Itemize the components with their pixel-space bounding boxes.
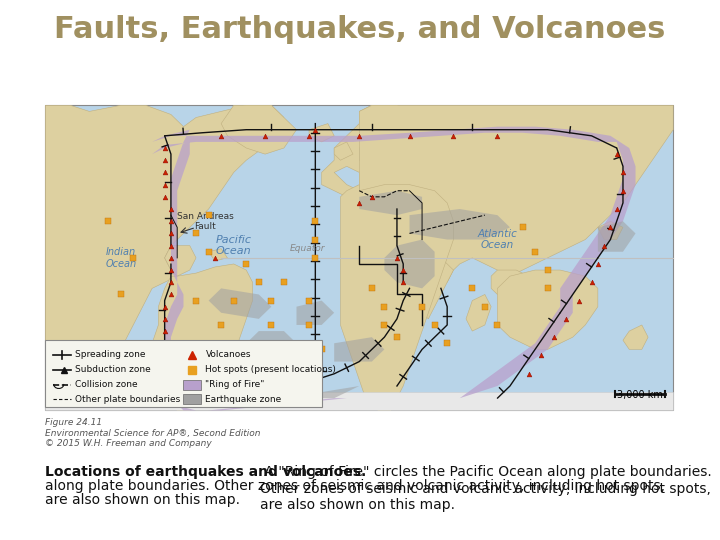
Polygon shape	[209, 249, 228, 261]
Polygon shape	[410, 258, 454, 319]
Text: Collision zone: Collision zone	[76, 380, 138, 389]
Bar	[184, 380, 202, 389]
Polygon shape	[309, 124, 334, 142]
Polygon shape	[623, 325, 648, 349]
Text: 3,000 km: 3,000 km	[617, 390, 663, 400]
Bar	[45, 340, 322, 407]
Text: Earthquake zone: Earthquake zone	[205, 395, 282, 404]
Polygon shape	[322, 105, 410, 197]
Polygon shape	[246, 331, 297, 349]
Text: Spreading zone: Spreading zone	[76, 350, 146, 359]
Polygon shape	[297, 301, 334, 325]
Text: Figure 24.11
Environmental Science for AP®, Second Edition
© 2015 W.H. Freeman a: Figure 24.11 Environmental Science for A…	[45, 418, 261, 448]
Polygon shape	[410, 209, 510, 240]
Text: Locations of earthquakes and volcanoes.: Locations of earthquakes and volcanoes.	[45, 465, 366, 480]
Bar	[184, 394, 202, 404]
Polygon shape	[359, 105, 673, 282]
Polygon shape	[221, 105, 297, 154]
Polygon shape	[45, 392, 673, 410]
Polygon shape	[152, 127, 636, 410]
Text: "Ring of Fire": "Ring of Fire"	[205, 380, 265, 389]
Polygon shape	[196, 386, 359, 398]
Polygon shape	[165, 246, 196, 276]
Text: Volcanoes: Volcanoes	[205, 350, 251, 359]
Polygon shape	[152, 264, 253, 410]
Polygon shape	[334, 142, 353, 160]
Text: Pacific
Ocean: Pacific Ocean	[216, 235, 252, 256]
Text: Equator: Equator	[290, 244, 325, 253]
Text: Hot spots (present locations): Hot spots (present locations)	[205, 365, 336, 374]
Polygon shape	[341, 185, 454, 410]
Polygon shape	[598, 221, 636, 252]
Text: along plate boundaries. Other zones of seismic and volcanic activity, including : along plate boundaries. Other zones of s…	[45, 480, 665, 494]
Polygon shape	[45, 105, 284, 386]
Polygon shape	[384, 240, 435, 288]
Polygon shape	[359, 191, 422, 215]
Polygon shape	[209, 288, 271, 319]
Text: Other plate boundaries: Other plate boundaries	[76, 395, 181, 404]
Polygon shape	[466, 294, 491, 331]
Text: are also shown on this map.: are also shown on this map.	[45, 494, 240, 508]
Polygon shape	[598, 221, 623, 240]
Text: Faults, Earthquakes, and Volcanoes: Faults, Earthquakes, and Volcanoes	[54, 16, 666, 44]
Text: Subduction zone: Subduction zone	[76, 365, 151, 374]
Text: Indian
Ocean: Indian Ocean	[105, 247, 136, 268]
Text: A "Ring of Fire" circles the Pacific Ocean along plate boundaries. Other zones o: A "Ring of Fire" circles the Pacific Oce…	[260, 465, 711, 512]
Polygon shape	[491, 270, 528, 294]
Polygon shape	[334, 337, 384, 362]
Bar	[45, 105, 673, 410]
Text: San Andreas
Fault: San Andreas Fault	[177, 212, 234, 231]
Polygon shape	[498, 270, 598, 349]
Text: Atlantic
Ocean: Atlantic Ocean	[477, 229, 518, 251]
